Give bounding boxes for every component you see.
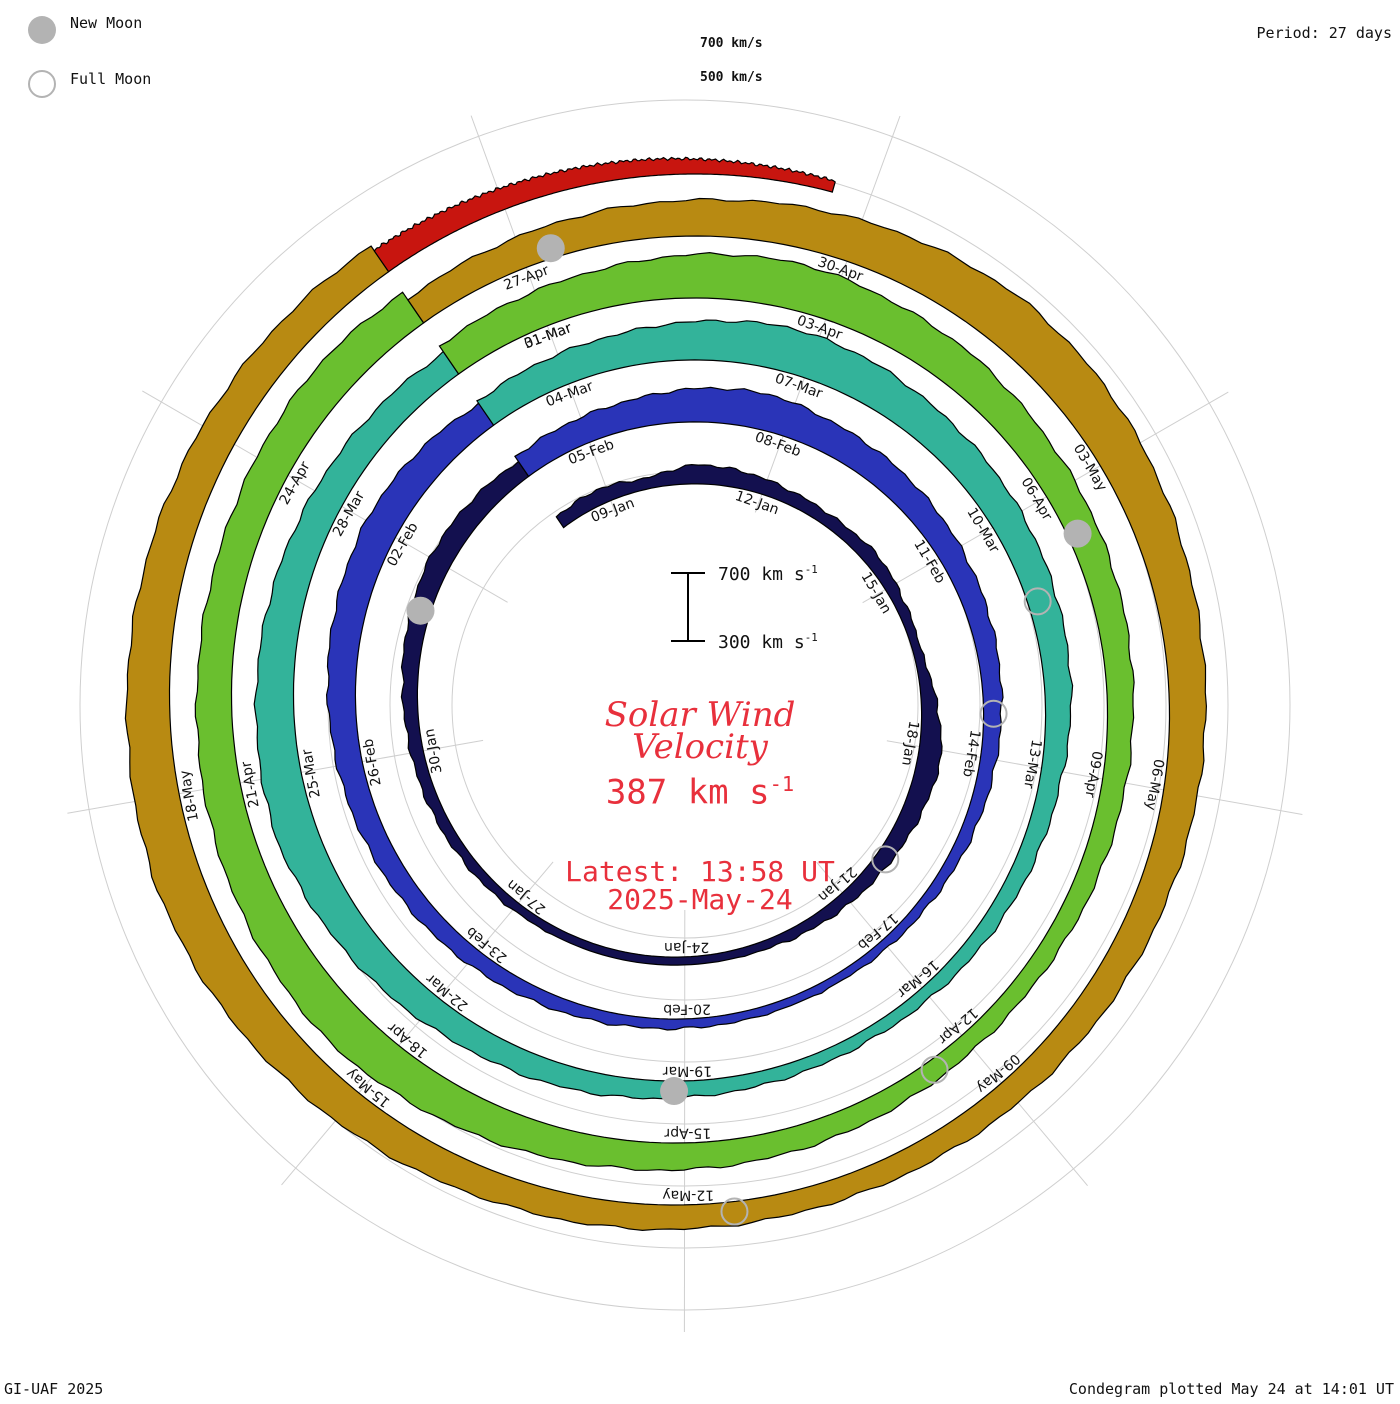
latest-time-line: Latest: 13:58 UT [0, 858, 1400, 886]
ref-speed-700-label: 700 km/s [700, 36, 763, 51]
new-moon-marker [1064, 520, 1092, 548]
new-moon-icon [28, 16, 56, 44]
footer-plotted: Condegram plotted May 24 at 14:01 UT [1069, 1380, 1394, 1398]
footer-credit: GI-UAF 2025 [4, 1380, 103, 1398]
latest-date-line: 2025-May-24 [0, 886, 1400, 914]
current-speed: 387 km s-1 [0, 772, 1400, 812]
date-label: 19-Mar [663, 1063, 713, 1079]
date-label: 20-Feb [663, 1001, 711, 1017]
scale-top-label: 700 km s-1 [718, 563, 818, 585]
scale-bottom-text: 300 km s [718, 632, 805, 653]
latest-time: Latest: 13:58 UT 2025-May-24 [0, 858, 1400, 914]
current-speed-sup: -1 [770, 772, 795, 796]
ref-speed-500-label: 500 km/s [700, 70, 763, 85]
new-moon-label: New Moon [70, 14, 142, 32]
period-label: Period: 27 days [1257, 24, 1392, 42]
current-speed-value: 387 km s [606, 772, 770, 812]
chart-title-line2: Velocity [0, 727, 1400, 767]
date-label: 24-Jan [664, 939, 709, 955]
full-moon-icon [28, 70, 56, 98]
new-moon-marker [537, 234, 565, 262]
new-moon-marker [407, 597, 435, 625]
full-moon-label: Full Moon [70, 70, 151, 88]
new-moon-marker [660, 1077, 688, 1105]
date-label: 12-May [662, 1187, 714, 1203]
scale-top-sup: -1 [805, 563, 818, 576]
scale-bottom-label: 300 km s-1 [718, 631, 818, 653]
date-label: 15-Apr [664, 1125, 711, 1141]
scale-bottom-sup: -1 [805, 631, 818, 644]
scale-top-text: 700 km s [718, 564, 805, 585]
